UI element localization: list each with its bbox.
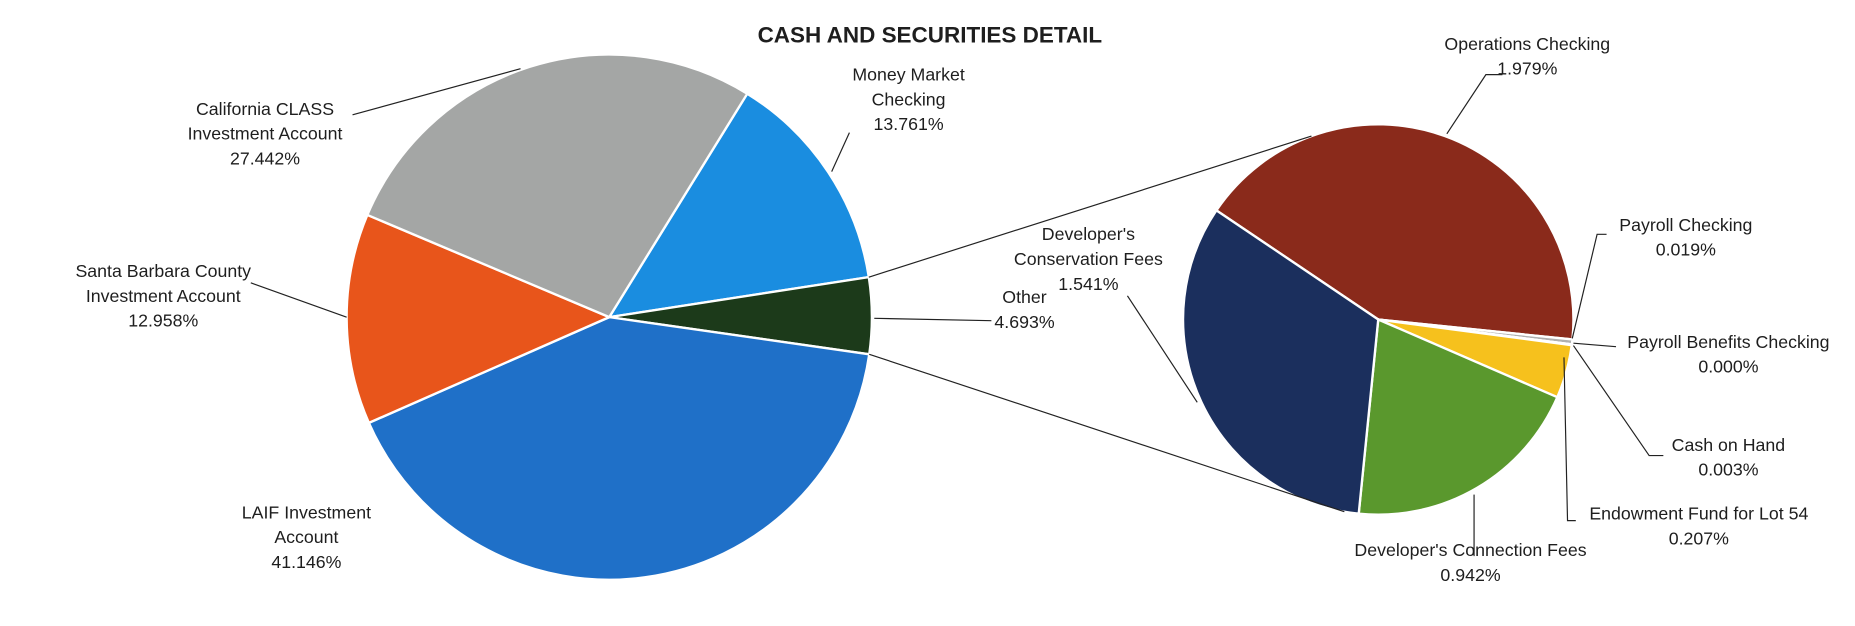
label-name: Payroll Benefits Checking xyxy=(1627,332,1830,353)
label-name: Operations Checking xyxy=(1444,34,1611,55)
label-value: 4.693% xyxy=(994,312,1055,333)
label-name: Cash on Hand xyxy=(1671,435,1786,456)
slice-label: Operations Checking 1.979% xyxy=(1397,32,1657,82)
label-value: 1.979% xyxy=(1497,59,1558,80)
label-name: Other xyxy=(1002,287,1047,308)
pie-slice xyxy=(606,92,871,319)
label-box: Payroll Checking 0.019% xyxy=(1591,213,1780,263)
connector-line xyxy=(869,353,1345,513)
label-value: 13.761% xyxy=(873,114,944,135)
leader-line xyxy=(1126,295,1198,403)
label-box: Other 4.693% xyxy=(983,285,1066,335)
leader-line xyxy=(1571,233,1607,339)
label-name: Endowment Fund for Lot 54 xyxy=(1589,504,1809,525)
slice-label: Cash on Hand 0.003% xyxy=(1646,433,1812,483)
label-box: Payroll Benefits Checking 0.000% xyxy=(1604,330,1852,380)
label-box: Developer's Connection Fees 0.942% xyxy=(1323,538,1619,588)
label-box: Money Market Checking 13.761% xyxy=(838,63,980,138)
leader-line xyxy=(1563,357,1576,522)
slice-label: Developer's Conservation Fees 1.541% xyxy=(1011,222,1165,297)
slice-label: Santa Barbara County Investment Account 1… xyxy=(51,259,276,334)
leader-line xyxy=(1446,74,1503,135)
slice-label: Endowment Fund for Lot 54 0.207% xyxy=(1557,502,1841,552)
label-box: Operations Checking 1.979% xyxy=(1397,32,1657,82)
slice-label: Payroll Checking 0.019% xyxy=(1591,213,1780,263)
pie-slice xyxy=(367,315,871,581)
label-value: 0.019% xyxy=(1655,240,1716,261)
slice-label: Other 4.693% xyxy=(983,285,1066,335)
leader-line xyxy=(352,68,521,116)
label-name: Developer's Connection Fees xyxy=(1354,540,1587,561)
slice-label: Developer's Connection Fees 0.942% xyxy=(1323,538,1619,588)
connector-line xyxy=(868,135,1312,278)
label-box: Cash on Hand 0.003% xyxy=(1646,433,1812,483)
leader-line xyxy=(1573,342,1617,348)
label-value: 41.146% xyxy=(271,552,342,573)
label-name: Santa Barbara County Investment Account xyxy=(75,261,252,307)
label-box: California CLASS Investment Account 27.44… xyxy=(164,97,365,172)
label-value: 0.000% xyxy=(1698,357,1759,378)
pie-slice xyxy=(345,213,613,425)
slice-label: Money Market Checking 13.761% xyxy=(838,63,980,138)
label-value: 12.958% xyxy=(128,311,199,332)
pie-slice xyxy=(1181,208,1380,516)
label-value: 27.442% xyxy=(229,149,301,170)
leader-line xyxy=(831,132,850,172)
label-name: LAIF Investment Account xyxy=(241,502,372,548)
label-box: Endowment Fund for Lot 54 0.207% xyxy=(1557,502,1841,552)
label-value: 0.207% xyxy=(1668,528,1729,550)
label-name: California CLASS Investment Account xyxy=(187,99,343,145)
chart-title: CASH AND SECURITIES DETAIL xyxy=(758,23,1103,48)
label-box: LAIF Investment Account 41.146% xyxy=(224,501,390,576)
slice-label: LAIF Investment Account 41.146% xyxy=(224,501,390,576)
label-name: Payroll Checking xyxy=(1619,215,1753,236)
label-name: Developer's Conservation Fees xyxy=(1013,224,1163,270)
label-value: 0.003% xyxy=(1698,460,1759,481)
leader-line xyxy=(1572,345,1664,457)
leader-line xyxy=(874,317,992,322)
label-value: 0.942% xyxy=(1440,565,1501,586)
label-value: 1.541% xyxy=(1058,274,1119,295)
pie-slice xyxy=(1357,317,1559,516)
leader-line xyxy=(250,282,347,318)
pie-slice xyxy=(1214,123,1575,341)
label-box: Santa Barbara County Investment Account 1… xyxy=(51,259,276,334)
label-name: Money Market Checking xyxy=(852,65,965,111)
label-box: Developer's Conservation Fees 1.541% xyxy=(1011,222,1165,297)
slice-label: California CLASS Investment Account 27.44… xyxy=(164,97,365,172)
pie-slice xyxy=(365,53,749,319)
slice-label: Payroll Benefits Checking 0.000% xyxy=(1604,330,1852,380)
